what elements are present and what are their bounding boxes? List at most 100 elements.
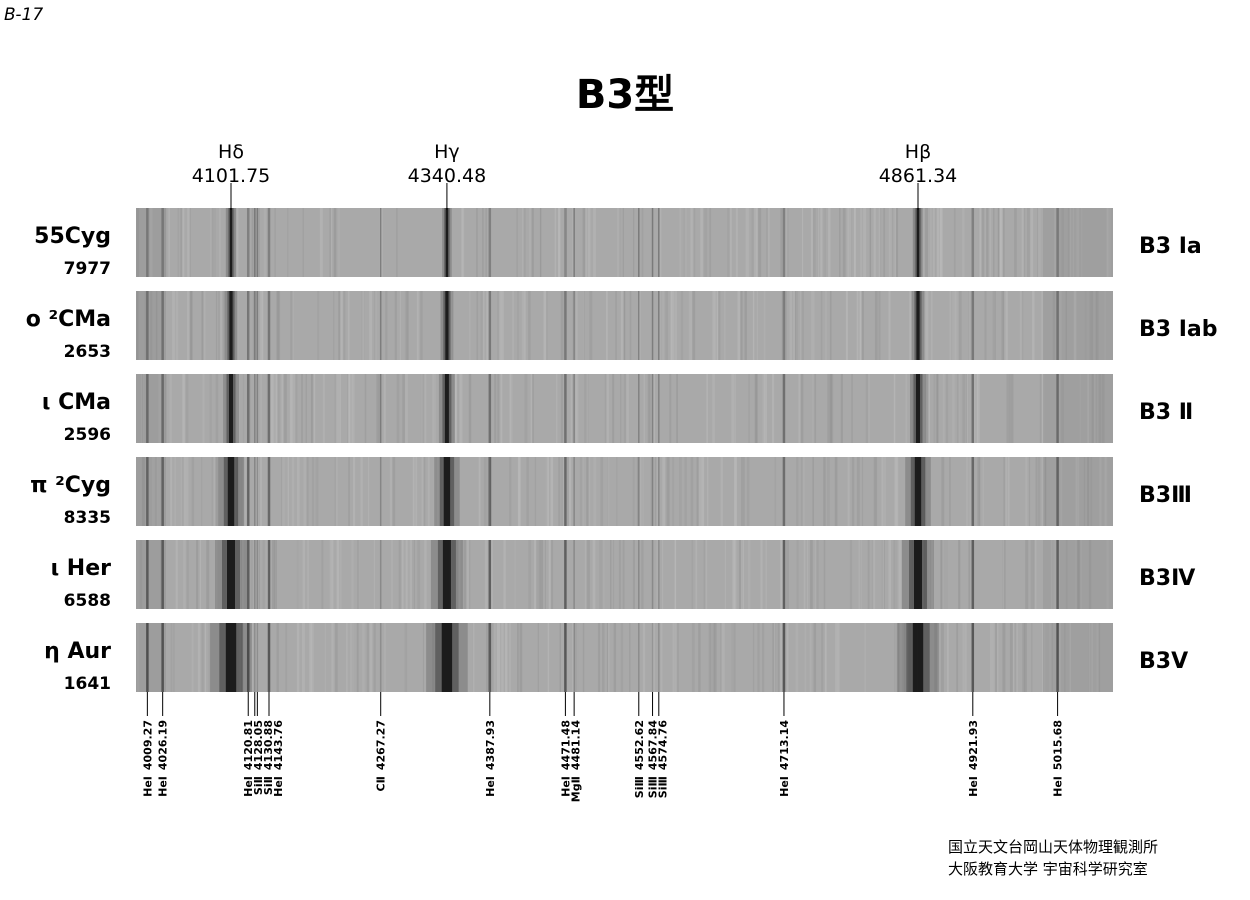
spectrum-grain (615, 291, 617, 360)
absorption-line (564, 540, 567, 609)
spectrum-grain (996, 623, 999, 692)
spectrum-grain (712, 374, 714, 443)
spectrum-grain (433, 374, 436, 443)
spectrum-grain (698, 623, 701, 692)
spectrum-grain (1002, 623, 1006, 692)
spectrum-grain (584, 540, 586, 609)
line-label: HeⅠ 4387.93 (484, 720, 497, 797)
spectrum-grain (311, 457, 315, 526)
edge (1043, 540, 1113, 609)
balmer-line (916, 208, 920, 277)
spectrum-grain (812, 374, 814, 443)
spectrum-grain (969, 457, 971, 526)
spectrum-grain (720, 457, 723, 526)
spectrum-grain (997, 208, 1000, 277)
spectrum-grain (676, 623, 679, 692)
spectrum-grain (385, 291, 388, 360)
spectrum-grain (1057, 374, 1060, 443)
spectrum-grain (1011, 374, 1014, 443)
spectrum-grain (177, 208, 180, 277)
spectrum-grain (903, 623, 906, 692)
spectrum-grain (1016, 623, 1018, 692)
spectrum-grain (1035, 540, 1037, 609)
spectrum-grain (696, 457, 699, 526)
spectrum-grain (584, 208, 587, 277)
balmer-line (229, 374, 233, 443)
spectrum-grain (824, 623, 827, 692)
spectrum-grain (622, 540, 625, 609)
spectrum-grain (539, 208, 542, 277)
absorption-line (256, 457, 259, 526)
line-element: HeⅠ (242, 776, 255, 797)
spectrum-grain (487, 623, 490, 692)
line-wavelength: 4574.76 (657, 720, 670, 770)
spectrum-grain (599, 540, 603, 609)
spectrum-grain (585, 208, 587, 277)
spectrum-grain (1067, 208, 1069, 277)
spectrum-grain (895, 208, 899, 277)
spectrum-grain (277, 374, 280, 443)
spectrum-grain (258, 540, 260, 609)
spectrum-grain (586, 457, 589, 526)
line-wavelength: 4921.93 (967, 720, 980, 770)
spectrum-grain (485, 208, 487, 277)
spectrum-grain (301, 623, 305, 692)
star-hd: 2596 (64, 425, 111, 445)
spectrum-grain (504, 623, 508, 692)
spectrum-grain (632, 457, 635, 526)
edge (136, 623, 166, 692)
spectrum-grain (940, 540, 942, 609)
spectrum-grain (517, 291, 519, 360)
absorption-line (971, 623, 975, 692)
spectrum-grain (1088, 540, 1091, 609)
spectrum-grain (331, 623, 334, 692)
spectrum-grain (260, 291, 264, 360)
spectrum-grain (1069, 208, 1072, 277)
spectrum-grain (262, 540, 265, 609)
spectrum-grain (933, 374, 936, 443)
spectrum-grain (172, 291, 175, 360)
absorption-line (573, 291, 575, 360)
spectrum-grain (521, 208, 524, 277)
line-wavelength: 4128.05 (252, 720, 265, 770)
spectrum-grain (829, 374, 833, 443)
spectrum-grain (722, 623, 725, 692)
spectrum-grain (538, 540, 541, 609)
spectrum-grain (676, 374, 678, 443)
spectrum-grain (734, 374, 736, 443)
spectrum-grain (266, 374, 269, 443)
absorption-line (1056, 540, 1059, 609)
spectrum-grain (322, 374, 325, 443)
spectrum-grain (242, 457, 244, 526)
line-wavelength: 4471.48 (559, 720, 572, 770)
spectrum-grain (582, 623, 585, 692)
edge (136, 457, 166, 526)
spectrum-grain (587, 208, 591, 277)
spectrum-grain (1084, 291, 1087, 360)
star-hd: 7977 (64, 259, 111, 279)
spectrum-grain (909, 291, 912, 360)
spectrum-grain (347, 374, 350, 443)
spectrum-grain (480, 291, 484, 360)
spectrum-grain (898, 540, 902, 609)
spectrum-grain (186, 457, 189, 526)
spectrum-grain (845, 291, 848, 360)
spectrum-grain (483, 457, 487, 526)
spectrum-grain (863, 208, 867, 277)
absorption-line (573, 208, 575, 277)
edge (1043, 374, 1113, 443)
spectrum-grain (1041, 291, 1043, 360)
spectrum-grain (748, 374, 750, 443)
spectrum-grain (752, 291, 755, 360)
absorption-line (246, 540, 250, 609)
spectrum-grain (1030, 540, 1033, 609)
spectrum-grain (547, 457, 549, 526)
spectrum-grain (405, 540, 408, 609)
spectrum-grain (1061, 374, 1064, 443)
spectrum-grain (509, 457, 512, 526)
spectrum-grain (810, 208, 813, 277)
star-hd: 1641 (64, 674, 111, 694)
spectrum-grain (934, 623, 938, 692)
spectrum-grain (284, 374, 287, 443)
